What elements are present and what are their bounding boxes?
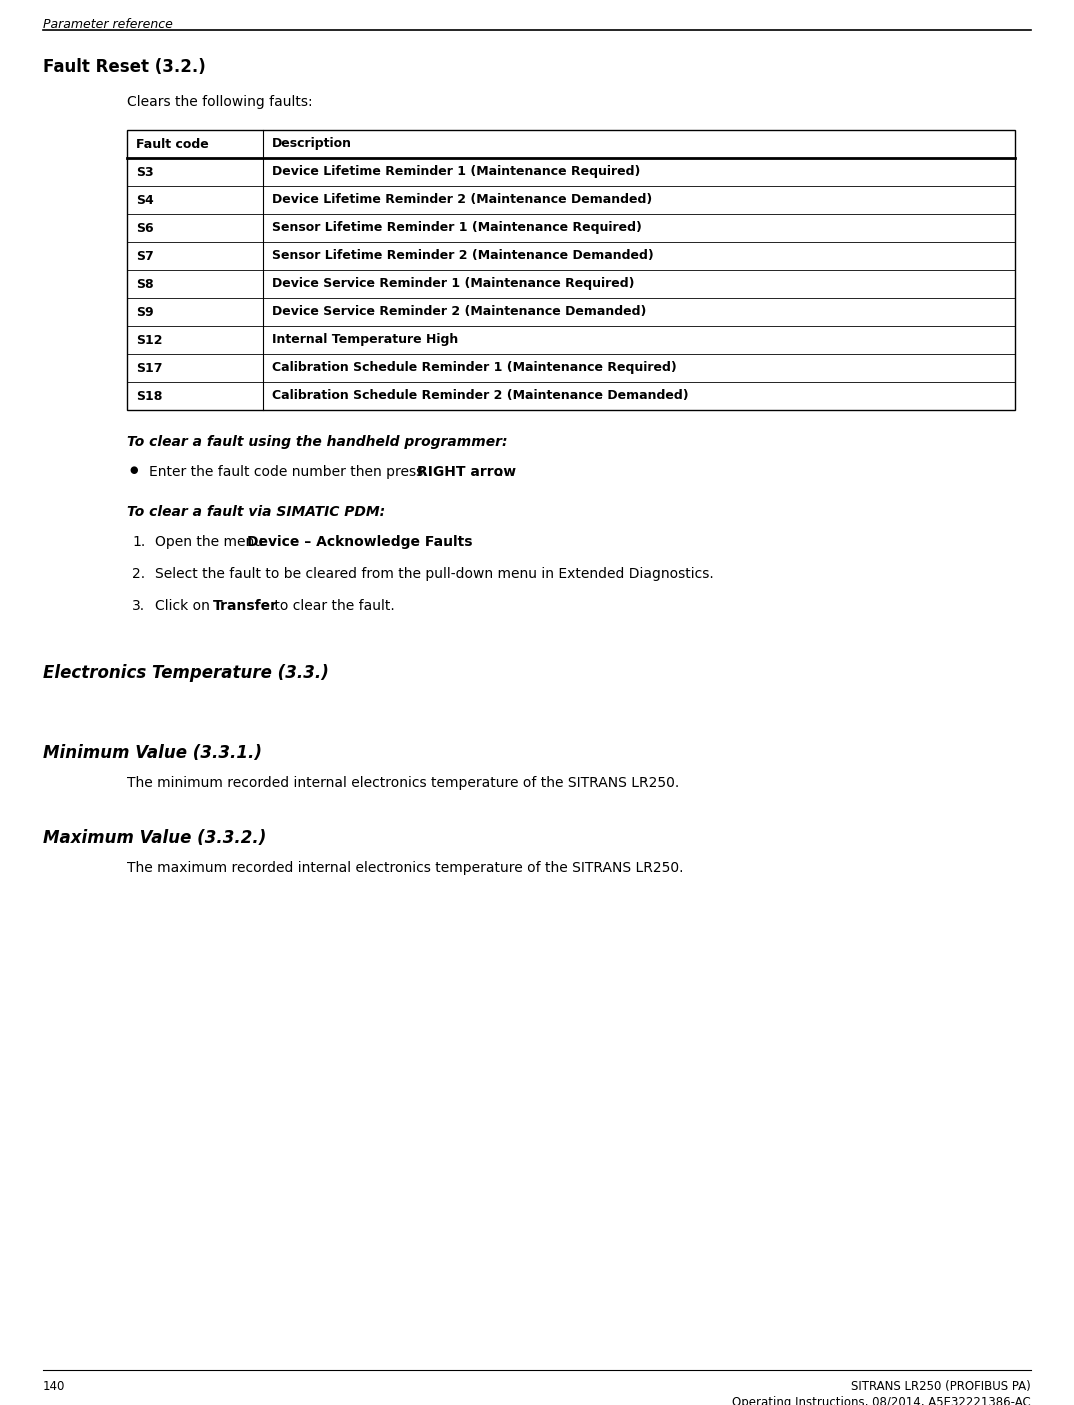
Text: Device Lifetime Reminder 1 (Maintenance Required): Device Lifetime Reminder 1 (Maintenance …	[272, 166, 640, 178]
Text: Fault code: Fault code	[136, 138, 208, 150]
Text: Select the fault to be cleared from the pull-down menu in Extended Diagnostics.: Select the fault to be cleared from the …	[155, 568, 714, 582]
Text: S4: S4	[136, 194, 154, 207]
Text: Open the menu: Open the menu	[155, 535, 267, 549]
Text: S8: S8	[136, 278, 154, 291]
Text: Device Lifetime Reminder 2 (Maintenance Demanded): Device Lifetime Reminder 2 (Maintenance …	[272, 194, 652, 207]
Text: .: .	[498, 465, 503, 479]
Text: RIGHT arrow: RIGHT arrow	[417, 465, 517, 479]
Text: Calibration Schedule Reminder 2 (Maintenance Demanded): Calibration Schedule Reminder 2 (Mainten…	[272, 389, 688, 402]
Text: S18: S18	[136, 389, 162, 402]
Bar	[127, 131, 1015, 410]
Text: 3.: 3.	[132, 599, 145, 613]
Text: S3: S3	[136, 166, 154, 178]
Text: The minimum recorded internal electronics temperature of the SITRANS LR250.: The minimum recorded internal electronic…	[127, 776, 679, 790]
Text: To clear a fault via SIMATIC PDM:: To clear a fault via SIMATIC PDM:	[127, 504, 386, 518]
Text: Electronics Temperature (3.3.): Electronics Temperature (3.3.)	[43, 665, 329, 681]
Text: Sensor Lifetime Reminder 2 (Maintenance Demanded): Sensor Lifetime Reminder 2 (Maintenance …	[272, 250, 654, 263]
Text: Device Service Reminder 2 (Maintenance Demanded): Device Service Reminder 2 (Maintenance D…	[272, 305, 647, 319]
Text: Click on: Click on	[155, 599, 214, 613]
Text: Operating Instructions, 08/2014, A5E32221386-AC: Operating Instructions, 08/2014, A5E3222…	[732, 1397, 1031, 1405]
Text: .: .	[442, 535, 448, 549]
Text: Description: Description	[272, 138, 352, 150]
Text: The maximum recorded internal electronics temperature of the SITRANS LR250.: The maximum recorded internal electronic…	[127, 861, 683, 875]
Text: Fault Reset (3.2.): Fault Reset (3.2.)	[43, 58, 206, 76]
Text: Clears the following faults:: Clears the following faults:	[127, 96, 313, 110]
Text: Parameter reference: Parameter reference	[43, 18, 173, 31]
Text: S12: S12	[136, 333, 162, 347]
Text: 140: 140	[43, 1380, 66, 1392]
Text: Maximum Value (3.3.2.): Maximum Value (3.3.2.)	[43, 829, 266, 847]
Text: Internal Temperature High: Internal Temperature High	[272, 333, 459, 347]
Text: Sensor Lifetime Reminder 1 (Maintenance Required): Sensor Lifetime Reminder 1 (Maintenance …	[272, 222, 642, 235]
Text: ●: ●	[129, 465, 137, 475]
Text: S17: S17	[136, 361, 162, 375]
Text: Transfer: Transfer	[213, 599, 278, 613]
Text: Device Service Reminder 1 (Maintenance Required): Device Service Reminder 1 (Maintenance R…	[272, 278, 635, 291]
Text: Enter the fault code number then press: Enter the fault code number then press	[149, 465, 427, 479]
Text: SITRANS LR250 (PROFIBUS PA): SITRANS LR250 (PROFIBUS PA)	[852, 1380, 1031, 1392]
Text: Device – Acknowledge Faults: Device – Acknowledge Faults	[247, 535, 473, 549]
Text: To clear a fault using the handheld programmer:: To clear a fault using the handheld prog…	[127, 436, 508, 450]
Text: S6: S6	[136, 222, 154, 235]
Text: Minimum Value (3.3.1.): Minimum Value (3.3.1.)	[43, 745, 262, 762]
Text: 1.: 1.	[132, 535, 145, 549]
Text: to clear the fault.: to clear the fault.	[270, 599, 395, 613]
Text: S7: S7	[136, 250, 154, 263]
Text: S9: S9	[136, 305, 154, 319]
Text: 2.: 2.	[132, 568, 145, 582]
Text: Calibration Schedule Reminder 1 (Maintenance Required): Calibration Schedule Reminder 1 (Mainten…	[272, 361, 677, 375]
